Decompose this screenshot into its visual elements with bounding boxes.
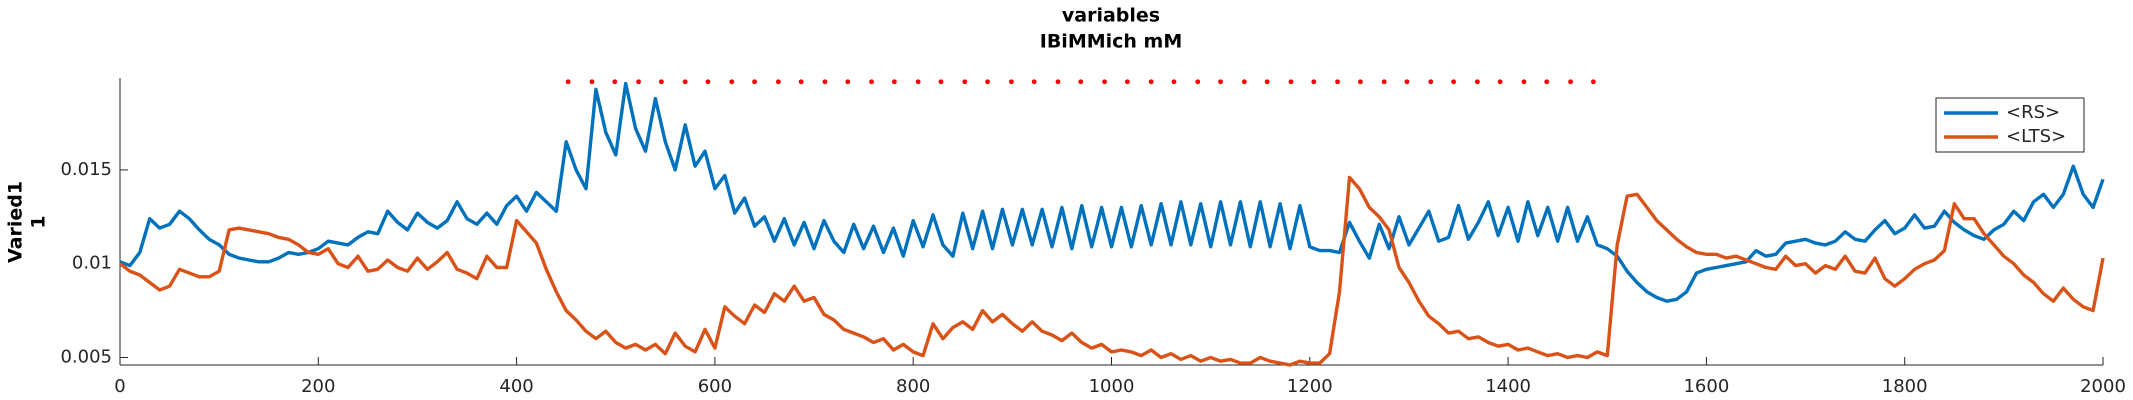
x-tick-label: 0 [114, 376, 125, 397]
y-tick-label: 0.01 [72, 253, 112, 274]
event-marker [1055, 79, 1061, 85]
event-marker [1590, 79, 1596, 85]
event-marker [915, 79, 921, 85]
x-tick-label: 1600 [1683, 376, 1729, 397]
event-marker [612, 79, 618, 85]
y-tick-label: 0.005 [60, 346, 112, 367]
event-marker [798, 79, 804, 85]
event-marker [869, 79, 874, 85]
event-marker [1102, 79, 1107, 85]
event-marker [1335, 79, 1340, 85]
x-tick-label: 1000 [1089, 376, 1135, 397]
event-marker [1568, 79, 1573, 85]
event-marker [658, 79, 664, 85]
event-marker [938, 79, 944, 85]
legend-label: <LTS> [2006, 126, 2066, 147]
legend-box [1935, 97, 2085, 153]
event-marker [752, 79, 757, 85]
event-marker [1404, 79, 1410, 85]
x-tick-label: 800 [896, 376, 930, 397]
event-marker [1195, 79, 1201, 85]
event-marker [891, 79, 897, 85]
event-marker [729, 79, 735, 85]
event-marker [1497, 79, 1503, 85]
x-tick-label: 600 [698, 376, 732, 397]
legend-label: <RS> [2006, 102, 2060, 123]
event-marker [1451, 79, 1456, 85]
event-marker [1078, 79, 1084, 85]
series-line [118, 175, 2105, 367]
event-marker [1544, 79, 1550, 85]
event-marker [1124, 79, 1130, 85]
chart-subtitle: IBiMMich mM [1040, 31, 1183, 53]
event-marker [589, 79, 595, 85]
y-tick-label: 0.015 [60, 159, 112, 180]
event-marker [1031, 79, 1037, 85]
event-marker [1218, 79, 1223, 85]
event-marker [1171, 79, 1177, 85]
y-axis-label: Varied1 1 [5, 181, 50, 263]
legend: <RS> <LTS> [1935, 97, 2085, 153]
event-marker [1521, 79, 1527, 85]
y-label-line: Varied1 [5, 181, 27, 263]
event-marker [1474, 79, 1480, 85]
x-tick-label: 2000 [2080, 376, 2126, 397]
event-marker [1381, 79, 1387, 85]
event-marker [1428, 79, 1434, 85]
event-marker [1008, 79, 1014, 85]
series-line [119, 81, 2105, 303]
event-marker [1288, 79, 1294, 85]
event-marker [682, 79, 688, 85]
y-label-line: 1 [28, 215, 50, 228]
event-marker [775, 79, 781, 85]
event-marker [985, 79, 990, 85]
x-tick-label: 1200 [1287, 376, 1333, 397]
event-marker [822, 79, 828, 85]
x-tick-label: 1400 [1485, 376, 1531, 397]
x-tick-label: 400 [499, 376, 533, 397]
chart-title: variables [1062, 5, 1160, 27]
event-marker [962, 79, 968, 85]
x-tick-label: 1800 [1882, 376, 1928, 397]
x-tick-label: 200 [301, 376, 335, 397]
event-marker [705, 79, 711, 85]
event-marker [1264, 79, 1270, 85]
event-marker [565, 79, 571, 85]
event-marker [1241, 79, 1247, 85]
event-marker [1357, 79, 1363, 85]
event-marker [636, 79, 641, 85]
event-marker [845, 79, 851, 85]
event-marker [1311, 79, 1317, 85]
event-marker [1148, 79, 1154, 85]
